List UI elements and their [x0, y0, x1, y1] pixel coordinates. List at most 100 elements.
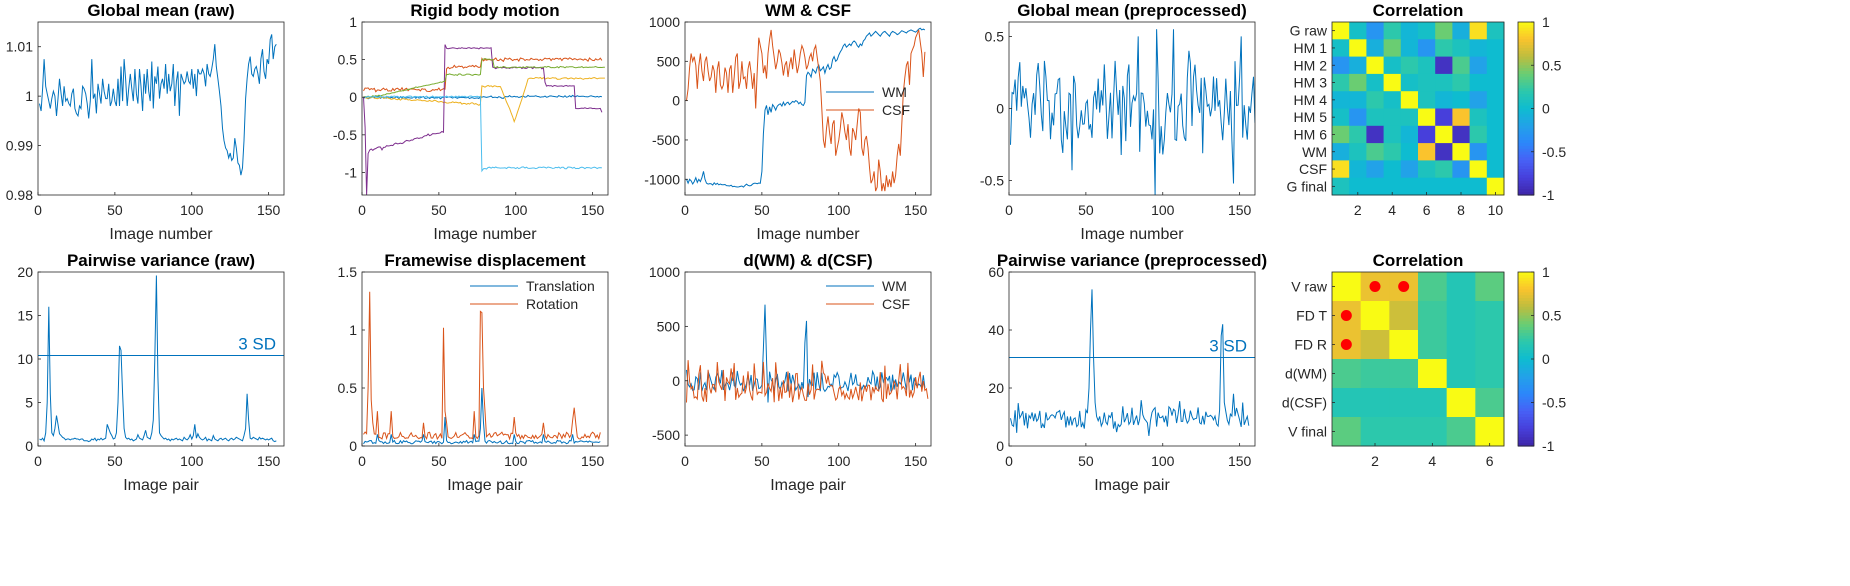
heatmap-cell	[1446, 359, 1476, 389]
y-tick-label: 500	[657, 318, 681, 334]
axes-box	[361, 21, 609, 196]
heatmap-cell	[1349, 108, 1367, 127]
colorbar-segment	[1518, 370, 1534, 375]
colorbar-segment	[1518, 324, 1534, 328]
y-tick-label: -500	[652, 132, 680, 148]
colorbar-segment	[1518, 402, 1534, 406]
y-tick-label: 0	[349, 438, 357, 454]
colorbar-segment	[1518, 36, 1534, 40]
colorbar-segment	[1518, 151, 1534, 156]
heatmap-cell	[1400, 22, 1419, 40]
row-label: HM 1	[1294, 40, 1328, 56]
heatmap-cell	[1332, 388, 1362, 418]
colorbar-segment	[1518, 114, 1534, 118]
chart-panel: Framewise displacement 0 50 100 150 0 0.5 1 1.5 I…	[338, 251, 609, 494]
threshold-label: 3 SD	[1209, 337, 1247, 356]
colorbar-segment	[1518, 30, 1534, 35]
heatmap-cell	[1332, 39, 1350, 58]
series-line	[1010, 289, 1250, 436]
heatmap-cell	[1486, 160, 1505, 179]
chart-panel: Global mean (preprocessed)0 50 100 150-0.50…	[980, 1, 1256, 243]
colorbar-segment	[1518, 385, 1534, 389]
colorbar-segment	[1518, 160, 1534, 164]
heatmap-cell	[1418, 272, 1448, 302]
colorbar-segment	[1518, 88, 1534, 92]
colorbar-segment	[1518, 286, 1534, 290]
x-tick-label: 0	[1005, 453, 1013, 469]
heatmap-cell	[1435, 91, 1453, 109]
x-tick-label: 8	[1457, 202, 1465, 218]
y-tick-label: 0.5	[985, 28, 1005, 44]
colorbar-segment	[1518, 335, 1534, 340]
heatmap-cell	[1452, 56, 1471, 75]
heatmap-cell	[1349, 73, 1367, 92]
chart-panel: Rigid body motion 0 50 100 150 -1 -0.5 0 0.5 1 Ima…	[333, 1, 609, 243]
colorbar-segment	[1518, 353, 1534, 357]
heatmap-cell	[1486, 108, 1505, 127]
heatmap-cell	[1475, 417, 1505, 447]
x-tick-label: 6	[1423, 202, 1431, 218]
x-tick-label: 50	[754, 453, 770, 469]
x-tick-label: 50	[107, 202, 123, 218]
x-axis-label: Image pair	[447, 477, 523, 494]
y-tick-label: 40	[988, 322, 1004, 338]
significance-marker	[1340, 310, 1352, 321]
chart-panel: Pairwise variance (raw) 3 SD 0 50 100 150 0 5 10…	[17, 251, 285, 494]
heatmap-cell	[1360, 330, 1390, 360]
x-tick-label: 100	[180, 202, 204, 218]
y-tick-label: -500	[652, 427, 680, 443]
series-line	[686, 360, 929, 403]
colorbar-segment	[1518, 330, 1534, 334]
colorbar-segment	[1518, 148, 1534, 153]
row-label: HM 5	[1294, 109, 1328, 125]
heatmap-cell	[1360, 359, 1390, 389]
y-tick-label: 0	[672, 93, 680, 109]
row-label: V final	[1288, 424, 1327, 440]
colorbar-segment	[1518, 56, 1534, 61]
colorbar-tick-label: 1	[1542, 14, 1550, 30]
heatmap-cell	[1435, 73, 1453, 92]
x-tick-label: 50	[754, 202, 770, 218]
threshold-label: 3 SD	[238, 335, 276, 354]
heatmap-cell	[1332, 73, 1350, 92]
colorbar-segment	[1518, 27, 1534, 32]
colorbar-segment	[1518, 298, 1534, 302]
y-tick-label: 1000	[649, 14, 680, 30]
colorbar-segment	[1518, 411, 1534, 415]
colorbar-segment	[1518, 105, 1534, 110]
colorbar-segment	[1518, 359, 1534, 363]
heatmap-cell	[1366, 108, 1385, 127]
colorbar-segment	[1518, 327, 1534, 331]
heatmap-cell	[1418, 330, 1448, 360]
heatmap-cell	[1349, 91, 1367, 109]
y-tick-label: 20	[17, 264, 33, 280]
heatmap-cell	[1366, 56, 1385, 75]
heatmap-cell	[1332, 417, 1362, 447]
y-tick-label: 1	[349, 14, 357, 30]
heatmap-cell	[1383, 39, 1402, 58]
axes-box	[684, 21, 932, 196]
colorbar-segment	[1518, 171, 1534, 176]
x-tick-label: 150	[257, 202, 281, 218]
colorbar-segment	[1518, 440, 1534, 444]
y-tick-label: -0.5	[980, 173, 1004, 189]
axes-box	[1331, 271, 1505, 447]
heatmap-cell	[1360, 417, 1390, 447]
x-tick-label: 4	[1428, 453, 1436, 469]
colorbar-segment	[1518, 76, 1534, 81]
heatmap-cell	[1452, 91, 1471, 109]
x-axis-label: Image number	[109, 226, 213, 243]
significance-marker	[1369, 281, 1381, 292]
colorbar-segment	[1518, 405, 1534, 409]
x-axis-label: Image number	[1080, 226, 1184, 243]
colorbar-tick-label: -1	[1542, 187, 1555, 203]
colorbar-segment	[1518, 128, 1534, 133]
row-label: d(WM)	[1285, 366, 1327, 382]
colorbar-segment	[1518, 134, 1534, 138]
colorbar-tick-label: 0.5	[1542, 308, 1562, 324]
y-tick-label: 1000	[649, 264, 680, 280]
heatmap-cell	[1469, 22, 1488, 40]
